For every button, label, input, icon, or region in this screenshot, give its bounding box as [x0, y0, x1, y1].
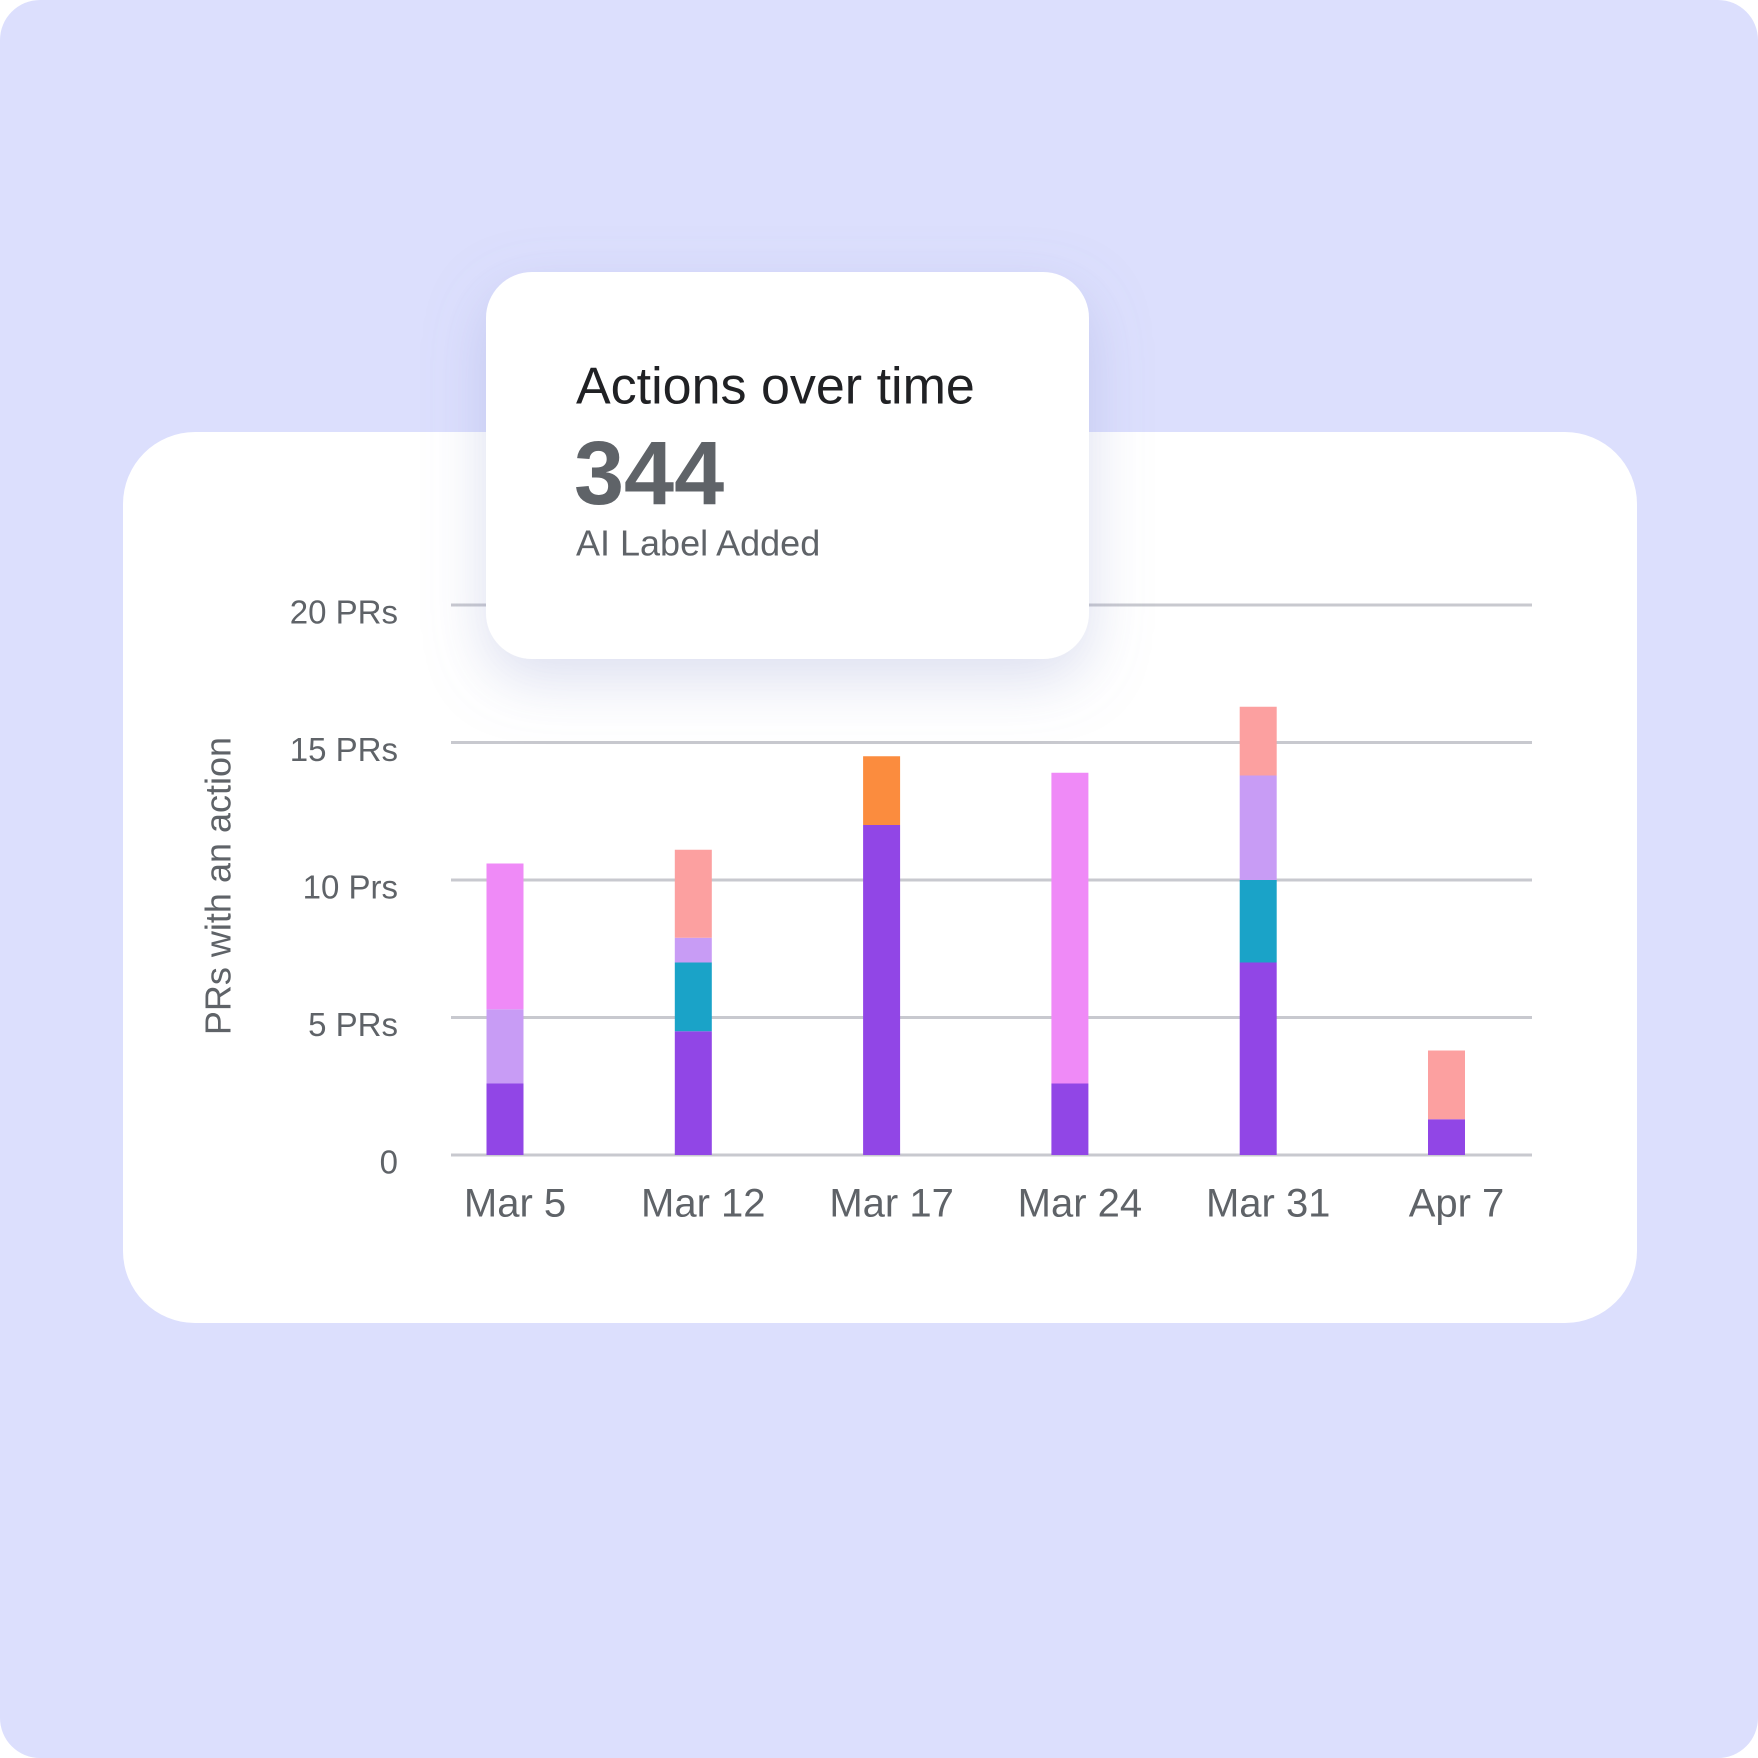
bar-segment: [486, 1009, 524, 1084]
bar-segment: [1051, 1083, 1089, 1155]
x-tick-label: Mar 17: [829, 1182, 954, 1226]
bar-segment: [1239, 962, 1277, 1155]
total-value: 344: [574, 424, 724, 524]
bar-segment: [1428, 1050, 1465, 1120]
x-tick-label: Mar 24: [1018, 1182, 1143, 1226]
bar-segment: [674, 1031, 712, 1155]
y-tick-label: 0: [380, 1144, 398, 1181]
bar-segment: [1428, 1119, 1465, 1155]
y-tick-label: 5 PRs: [308, 1006, 398, 1043]
plot: 0 5 PRs 10 Prs 15 PRs 20 PRs Mar 5 Mar 12 Mar 1…: [290, 594, 1532, 1226]
bar-segment: [1239, 706, 1277, 776]
x-tick-label: Mar 31: [1206, 1182, 1331, 1226]
x-tick-label: Apr 7: [1409, 1182, 1505, 1226]
summary-card: Actions over time 344 AI Label Added: [486, 272, 1089, 659]
bar-segment: [1239, 880, 1277, 963]
x-tick-label: Mar 5: [464, 1182, 566, 1226]
bar-segment: [1051, 772, 1089, 1084]
y-axis-title: PRs with an action: [198, 737, 239, 1035]
bar-segment: [863, 756, 901, 825]
summary-card-bg: [486, 272, 1089, 659]
bar-segment: [674, 937, 712, 963]
bar-segment: [674, 962, 712, 1032]
bar-segment: [486, 863, 524, 1010]
bar-segment: [486, 1083, 524, 1155]
card-title: Actions over time: [576, 358, 975, 416]
bar-segment: [863, 825, 901, 1155]
card-subtitle: AI Label Added: [576, 523, 820, 564]
y-tick-label: 10 Prs: [303, 869, 398, 906]
y-tick-label: 20 PRs: [290, 594, 398, 631]
bar-segment: [674, 849, 712, 938]
y-tick-label: 15 PRs: [290, 731, 398, 768]
bar-segment: [1239, 775, 1277, 880]
x-tick-label: Mar 12: [641, 1182, 766, 1226]
